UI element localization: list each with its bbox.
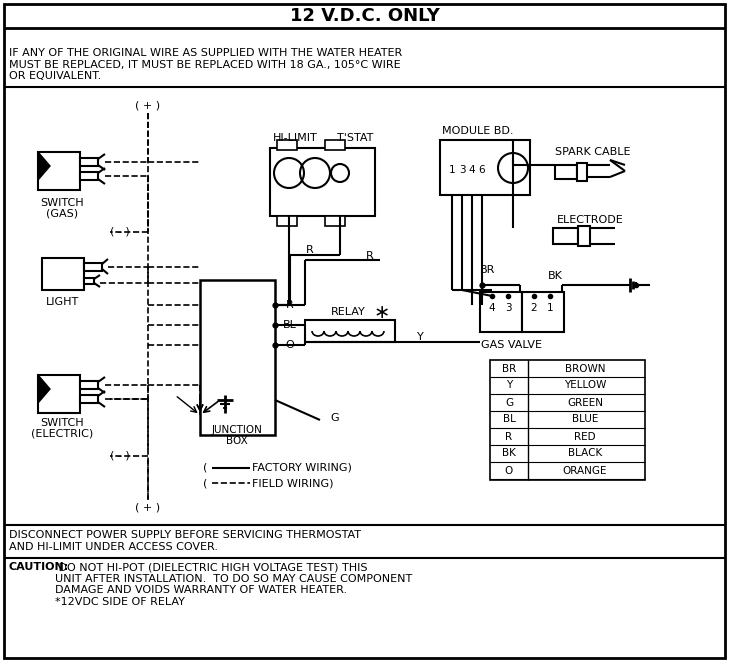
Text: ( - ): ( - ) — [110, 451, 130, 461]
Text: HI-LIMIT: HI-LIMIT — [273, 133, 317, 143]
Text: R: R — [306, 245, 314, 255]
Text: BR: BR — [502, 363, 516, 373]
Bar — [305, 320, 395, 342]
Text: CAUTION:: CAUTION: — [9, 562, 69, 572]
Text: IF ANY OF THE ORIGINAL WIRE AS SUPPLIED WITH THE WATER HEATER
MUST BE REPLACED, : IF ANY OF THE ORIGINAL WIRE AS SUPPLIED … — [9, 48, 402, 81]
Bar — [270, 148, 375, 216]
Bar — [84, 278, 94, 284]
Bar — [42, 258, 84, 290]
Text: 1: 1 — [547, 303, 553, 313]
Text: ( - ): ( - ) — [110, 227, 130, 237]
Text: ELECTRODE: ELECTRODE — [557, 215, 623, 225]
Text: 2: 2 — [531, 303, 537, 313]
Text: RELAY: RELAY — [331, 307, 365, 317]
Text: 3: 3 — [504, 303, 511, 313]
Text: BR: BR — [480, 265, 496, 275]
Text: SPARK CABLE: SPARK CABLE — [555, 147, 631, 157]
Text: BK: BK — [502, 448, 516, 459]
Text: SWITCH: SWITCH — [40, 418, 84, 428]
Bar — [553, 228, 578, 244]
Bar — [277, 216, 297, 226]
Bar — [555, 165, 577, 179]
Text: (ELECTRIC): (ELECTRIC) — [31, 429, 93, 439]
Text: BL: BL — [502, 414, 515, 424]
Text: DO NOT HI-POT (DIELECTRIC HIGH VOLTAGE TEST) THIS
UNIT AFTER INSTALLATION.  TO D: DO NOT HI-POT (DIELECTRIC HIGH VOLTAGE T… — [55, 562, 413, 607]
Text: R: R — [366, 251, 374, 261]
Text: RED: RED — [574, 432, 596, 442]
Text: R: R — [505, 432, 512, 442]
Bar — [80, 158, 98, 166]
Text: JUNCTION: JUNCTION — [211, 425, 262, 435]
Text: YELLOW: YELLOW — [564, 381, 607, 391]
Text: DISCONNECT POWER SUPPLY BEFORE SERVICING THERMOSTAT
AND HI-LIMIT UNDER ACCESS CO: DISCONNECT POWER SUPPLY BEFORE SERVICING… — [9, 530, 361, 551]
Bar — [80, 395, 98, 403]
Bar — [38, 375, 80, 413]
Text: BK: BK — [547, 271, 563, 281]
Bar — [577, 163, 587, 181]
Text: BLUE: BLUE — [572, 414, 599, 424]
Bar — [200, 280, 275, 435]
Text: T'STAT: T'STAT — [337, 133, 373, 143]
Text: Y: Y — [506, 381, 512, 391]
Text: O: O — [286, 340, 295, 350]
Text: 4: 4 — [488, 303, 495, 313]
Text: 3: 3 — [459, 165, 465, 175]
Text: 1: 1 — [448, 165, 456, 175]
Bar — [84, 263, 102, 271]
Bar — [38, 152, 80, 190]
Text: ( + ): ( + ) — [136, 503, 160, 513]
Bar — [440, 140, 530, 195]
Bar — [277, 140, 297, 150]
Text: (: ( — [203, 463, 207, 473]
Text: BOX: BOX — [226, 436, 248, 446]
Text: FACTORY WIRING): FACTORY WIRING) — [252, 463, 352, 473]
Text: R: R — [286, 300, 294, 310]
Text: ( + ): ( + ) — [136, 101, 160, 111]
Text: (GAS): (GAS) — [46, 209, 78, 219]
Text: ORANGE: ORANGE — [563, 465, 607, 475]
Text: BL: BL — [283, 320, 297, 330]
Text: 6: 6 — [479, 165, 486, 175]
Text: G: G — [505, 397, 513, 408]
Text: SWITCH: SWITCH — [40, 198, 84, 208]
Text: (: ( — [203, 478, 207, 488]
Bar — [80, 381, 98, 389]
Bar — [578, 226, 590, 246]
Text: ∗: ∗ — [374, 303, 390, 322]
Text: G: G — [331, 413, 339, 423]
Bar — [80, 172, 98, 180]
Text: BROWN: BROWN — [565, 363, 605, 373]
Text: 4: 4 — [469, 165, 475, 175]
Text: 12 V.D.C. ONLY: 12 V.D.C. ONLY — [289, 7, 440, 25]
Text: LIGHT: LIGHT — [47, 297, 79, 307]
Polygon shape — [38, 375, 50, 403]
Bar — [325, 140, 345, 150]
Text: FIELD WIRING): FIELD WIRING) — [252, 478, 333, 488]
Bar — [480, 292, 522, 332]
Text: Y: Y — [417, 332, 424, 342]
Bar — [325, 216, 345, 226]
Text: GREEN: GREEN — [567, 397, 603, 408]
Text: GAS VALVE: GAS VALVE — [481, 340, 542, 350]
Bar — [522, 292, 564, 332]
Text: MODULE BD.: MODULE BD. — [443, 126, 514, 136]
Text: O: O — [505, 465, 513, 475]
Bar — [490, 360, 645, 480]
Text: BLACK: BLACK — [568, 448, 602, 459]
Polygon shape — [38, 152, 50, 180]
